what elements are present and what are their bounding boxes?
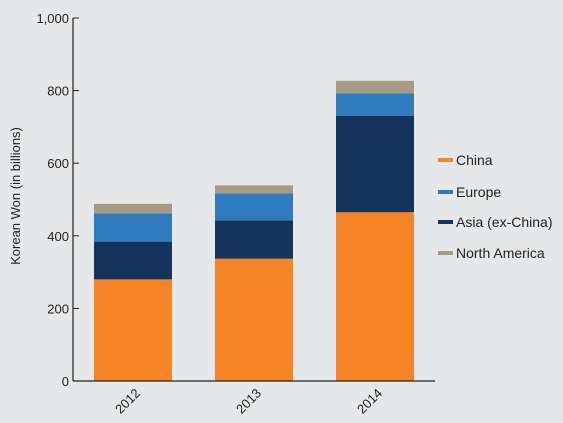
bar-segment-europe-2012: [94, 213, 172, 242]
bars-group: [94, 80, 414, 381]
bar-segment-asia-ex-china-2014: [336, 116, 414, 213]
y-tick-label: 800: [47, 84, 69, 99]
bar-segment-north-america-2014: [336, 80, 414, 94]
legend-item: China: [438, 152, 493, 168]
bar-segment-asia-ex-china-2012: [94, 241, 172, 280]
legend-item: North America: [438, 245, 545, 261]
bar-segment-china-2014: [336, 212, 414, 381]
x-tick-label: 2013: [233, 386, 264, 417]
legend-label: North America: [456, 245, 545, 261]
bar-segment-north-america-2013: [215, 185, 293, 194]
bar-segment-europe-2013: [215, 193, 293, 221]
y-tick-label: 600: [47, 156, 69, 171]
y-tick-label: 0: [62, 374, 69, 389]
y-tick-label: 400: [47, 229, 69, 244]
bar-segment-china-2013: [215, 258, 293, 381]
legend: China Europe Asia (ex-China) North America: [438, 152, 552, 261]
x-tick-label: 2012: [112, 386, 143, 417]
legend-item: Europe: [438, 184, 501, 200]
legend-label: Europe: [456, 184, 501, 200]
x-tick-label: 2014: [354, 386, 385, 417]
y-tick-label: 1,000: [36, 11, 69, 26]
bar-segment-north-america-2012: [94, 203, 172, 214]
bar-segment-europe-2014: [336, 93, 414, 117]
legend-item: Asia (ex-China): [438, 214, 552, 230]
legend-label: Asia (ex-China): [456, 214, 552, 230]
legend-label: China: [456, 152, 493, 168]
y-tick-label: 200: [47, 301, 69, 316]
bar-segment-asia-ex-china-2013: [215, 220, 293, 259]
y-axis-label: Korean Won (in billions): [8, 127, 23, 265]
bar-segment-china-2012: [94, 279, 172, 381]
